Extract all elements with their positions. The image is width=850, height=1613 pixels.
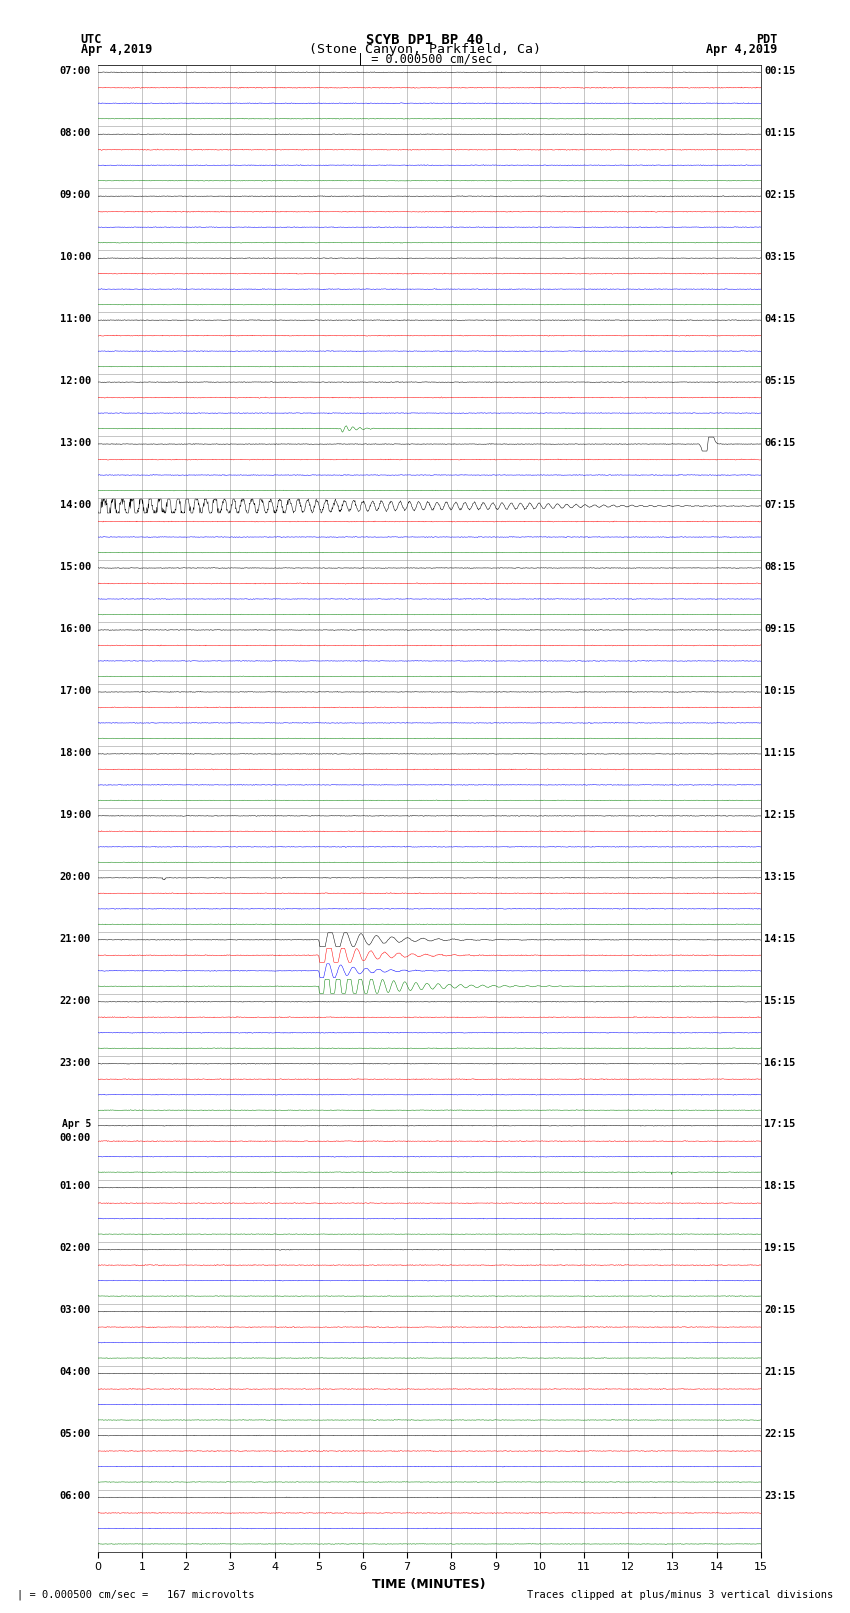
Text: 13:15: 13:15: [764, 871, 796, 882]
Text: 16:00: 16:00: [60, 624, 91, 634]
Text: | = 0.000500 cm/sec: | = 0.000500 cm/sec: [357, 52, 493, 66]
Text: 02:15: 02:15: [764, 190, 796, 200]
Text: 12:00: 12:00: [60, 376, 91, 386]
Text: PDT: PDT: [756, 32, 778, 47]
Text: 22:15: 22:15: [764, 1429, 796, 1439]
Text: 09:00: 09:00: [60, 190, 91, 200]
Text: 07:00: 07:00: [60, 66, 91, 76]
Text: 23:15: 23:15: [764, 1492, 796, 1502]
Text: 10:00: 10:00: [60, 252, 91, 261]
Text: 20:00: 20:00: [60, 871, 91, 882]
X-axis label: TIME (MINUTES): TIME (MINUTES): [372, 1578, 486, 1590]
Text: 03:00: 03:00: [60, 1305, 91, 1315]
Text: 21:15: 21:15: [764, 1368, 796, 1378]
Text: 03:15: 03:15: [764, 252, 796, 261]
Text: UTC: UTC: [81, 32, 102, 47]
Text: 14:15: 14:15: [764, 934, 796, 944]
Text: 09:15: 09:15: [764, 624, 796, 634]
Text: 23:00: 23:00: [60, 1058, 91, 1068]
Text: 07:15: 07:15: [764, 500, 796, 510]
Text: 11:15: 11:15: [764, 748, 796, 758]
Text: Apr 4,2019: Apr 4,2019: [81, 44, 152, 56]
Text: 17:00: 17:00: [60, 686, 91, 695]
Text: 21:00: 21:00: [60, 934, 91, 944]
Text: 17:15: 17:15: [764, 1119, 796, 1129]
Text: Apr 4,2019: Apr 4,2019: [706, 44, 778, 56]
Text: 19:00: 19:00: [60, 810, 91, 819]
Text: 01:15: 01:15: [764, 127, 796, 139]
Text: 05:15: 05:15: [764, 376, 796, 386]
Text: 14:00: 14:00: [60, 500, 91, 510]
Text: 18:00: 18:00: [60, 748, 91, 758]
Text: 00:00: 00:00: [60, 1134, 91, 1144]
Text: 13:00: 13:00: [60, 437, 91, 448]
Text: 08:15: 08:15: [764, 561, 796, 571]
Text: 15:00: 15:00: [60, 561, 91, 571]
Text: 01:00: 01:00: [60, 1181, 91, 1192]
Text: 08:00: 08:00: [60, 127, 91, 139]
Text: SCYB DP1 BP 40: SCYB DP1 BP 40: [366, 32, 484, 47]
Text: 16:15: 16:15: [764, 1058, 796, 1068]
Text: (Stone Canyon, Parkfield, Ca): (Stone Canyon, Parkfield, Ca): [309, 44, 541, 56]
Text: 12:15: 12:15: [764, 810, 796, 819]
Text: Apr 5: Apr 5: [62, 1119, 91, 1129]
Text: 11:00: 11:00: [60, 315, 91, 324]
Text: 18:15: 18:15: [764, 1181, 796, 1192]
Text: 15:15: 15:15: [764, 995, 796, 1005]
Text: 04:15: 04:15: [764, 315, 796, 324]
Text: 00:15: 00:15: [764, 66, 796, 76]
Text: 22:00: 22:00: [60, 995, 91, 1005]
Text: 06:00: 06:00: [60, 1492, 91, 1502]
Text: 20:15: 20:15: [764, 1305, 796, 1315]
Text: 05:00: 05:00: [60, 1429, 91, 1439]
Text: 19:15: 19:15: [764, 1244, 796, 1253]
Text: | = 0.000500 cm/sec =   167 microvolts: | = 0.000500 cm/sec = 167 microvolts: [17, 1589, 254, 1600]
Text: 04:00: 04:00: [60, 1368, 91, 1378]
Text: 02:00: 02:00: [60, 1244, 91, 1253]
Text: 06:15: 06:15: [764, 437, 796, 448]
Text: Traces clipped at plus/minus 3 vertical divisions: Traces clipped at plus/minus 3 vertical …: [527, 1590, 833, 1600]
Text: 10:15: 10:15: [764, 686, 796, 695]
